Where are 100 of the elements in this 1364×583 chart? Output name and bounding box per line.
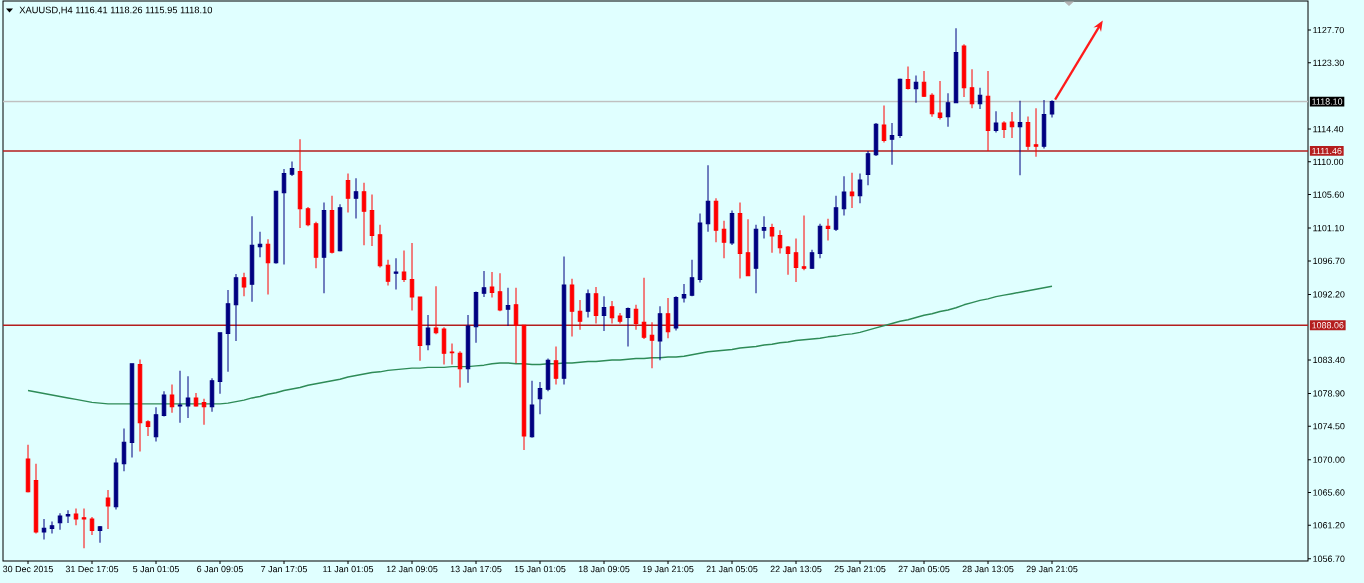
- candlestick: [865, 150, 871, 186]
- candlestick: [601, 295, 607, 332]
- candlestick: [169, 384, 175, 414]
- candlestick: [641, 277, 647, 340]
- candlestick: [793, 238, 799, 283]
- candlestick: [41, 518, 47, 540]
- y-tick-label: 1056.70: [1313, 555, 1345, 562]
- candlestick: [201, 398, 207, 426]
- candlestick: [537, 381, 543, 415]
- candlestick: [329, 195, 335, 254]
- candlestick: [81, 508, 87, 549]
- y-tick-label: 1101.10: [1313, 224, 1344, 232]
- candlestick: [505, 287, 511, 327]
- candlestick: [449, 343, 455, 365]
- candlestick: [737, 201, 743, 279]
- candlestick: [417, 296, 423, 362]
- candlestick: [345, 172, 351, 213]
- candlestick: [33, 463, 39, 534]
- candlestick: [665, 297, 671, 339]
- candlestick: [473, 290, 479, 344]
- candlestick: [969, 68, 975, 109]
- candlestick: [209, 377, 215, 413]
- candlestick: [377, 224, 383, 269]
- candlestick: [681, 283, 687, 304]
- candlestick: [801, 214, 807, 271]
- candlestick: [313, 221, 319, 269]
- x-tick-label: 21 Jan 05:05: [706, 565, 758, 573]
- candlestick: [777, 229, 783, 254]
- candlestick: [409, 242, 415, 311]
- candlestick: [953, 27, 959, 104]
- x-tick-label: 5 Jan 01:05: [133, 565, 179, 573]
- candlestick: [609, 300, 615, 324]
- y-tick-label: 1105.60: [1313, 191, 1344, 198]
- candlestick: [57, 512, 63, 531]
- x-tick-label: 28 Jan 13:05: [962, 565, 1014, 573]
- candlestick: [361, 182, 367, 246]
- candlestick: [849, 172, 855, 209]
- candlestick: [881, 105, 887, 143]
- candlestick: [65, 509, 71, 524]
- candlestick: [97, 525, 103, 544]
- x-tick-label: 30 Dec 2015: [3, 565, 53, 573]
- candlestick: [649, 321, 655, 369]
- candlestick: [153, 406, 159, 442]
- y-tick-label: 1092.20: [1313, 291, 1345, 298]
- candlestick: [289, 160, 295, 177]
- candlestick: [105, 489, 111, 530]
- candlestick: [401, 249, 407, 283]
- candlestick: [369, 194, 375, 247]
- candlestick: [265, 238, 271, 295]
- y-tick-label: 1078.90: [1313, 390, 1345, 397]
- x-tick-label: 31 Dec 17:05: [65, 565, 119, 573]
- x-tick-label: 18 Jan 09:05: [578, 565, 630, 573]
- candlestick: [257, 231, 263, 258]
- candlestick: [489, 271, 495, 298]
- candlestick: [905, 66, 911, 91]
- candlestick: [769, 223, 775, 254]
- ref-line-label: 1088.06: [1312, 322, 1344, 329]
- candlestick: [721, 220, 727, 259]
- candlestick: [785, 245, 791, 276]
- candlestick: [145, 419, 151, 437]
- candlestick: [241, 272, 247, 297]
- x-tick-label: 29 Jan 21:05: [1026, 565, 1078, 573]
- x-tick-label: 25 Jan 21:05: [834, 565, 886, 573]
- y-tick-label: 1065.60: [1313, 489, 1345, 496]
- candlestick: [1009, 111, 1015, 139]
- candlestick: [137, 359, 143, 453]
- candlestick: [753, 224, 759, 294]
- candlestick: [321, 201, 327, 294]
- candlestick: [825, 218, 831, 241]
- candlestick: [913, 74, 919, 104]
- candlestick: [121, 427, 127, 472]
- candlestick: [281, 168, 287, 266]
- candlestick: [689, 259, 695, 297]
- candlestick: [705, 164, 711, 233]
- candlestick: [513, 287, 519, 364]
- text: XAUUSD,H4 1116.41 1118.26 1115.95 1118.10: [19, 6, 213, 15]
- y-tick-label: 1127.70: [1313, 26, 1344, 34]
- ref-line-label: 1118.10: [1312, 98, 1343, 105]
- y-tick-label: 1114.40: [1313, 125, 1344, 133]
- x-tick-label: 13 Jan 17:05: [450, 565, 502, 573]
- y-tick-label: 1070.00: [1313, 456, 1345, 463]
- candlestick: [577, 299, 583, 331]
- candlestick: [585, 289, 591, 318]
- y-tick-label: 1061.20: [1313, 522, 1345, 529]
- candlestick: [985, 70, 991, 152]
- candlestick: [553, 346, 559, 386]
- candlestick: [1025, 115, 1031, 151]
- candlestick: [193, 392, 199, 408]
- candlestick: [561, 255, 567, 386]
- candlestick: [761, 215, 767, 240]
- candlestick: [25, 444, 31, 493]
- candlestick: [617, 312, 623, 324]
- candlestick: [569, 278, 575, 337]
- candlestick: [177, 370, 183, 424]
- candlestick: [353, 177, 359, 219]
- candlestick: [993, 110, 999, 133]
- candlestick: [657, 305, 663, 361]
- candlestick: [233, 273, 239, 342]
- candlestick: [529, 380, 535, 439]
- candlestick: [73, 508, 79, 526]
